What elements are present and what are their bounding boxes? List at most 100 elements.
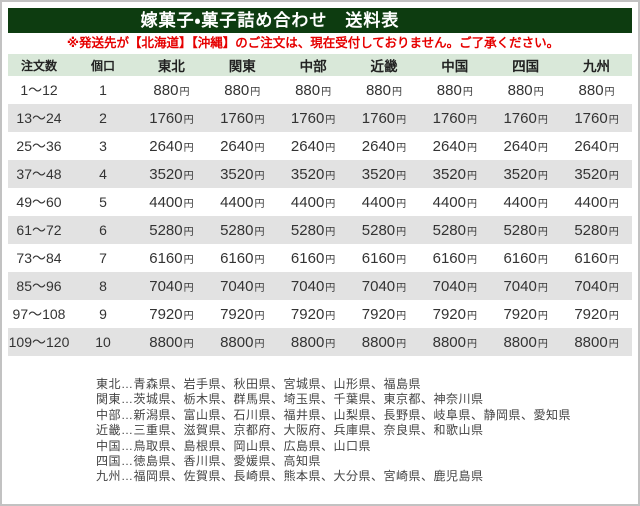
price-value: 3520 (290, 165, 325, 183)
column-header-9: 九州 (561, 54, 632, 76)
price-cell: 1760円 (490, 104, 561, 132)
price-cell: 4400円 (136, 188, 207, 216)
order-quantity-cell: 1〜12 (20, 82, 58, 98)
table-row: 37〜48 4 3520円 3520円 3520円 3520円 3520円 3520円 3520… (8, 160, 632, 188)
price-value: 7040 (503, 277, 537, 295)
price-value: 8800 (574, 333, 608, 351)
price-cell: 4400円 (349, 188, 420, 216)
region-line: 九州…福岡県、佐賀県、長崎県、熊本県、大分県、宮崎県、鹿児島県 (96, 469, 484, 484)
price-unit: 円 (537, 282, 548, 294)
price-unit: 円 (608, 282, 619, 294)
price-cell: 5280円 (278, 216, 349, 244)
price-cell: 5280円 (349, 216, 420, 244)
price-value: 7040 (149, 277, 183, 295)
price-cell: 4400円 (207, 188, 278, 216)
price-unit: 円 (533, 86, 544, 98)
table-row: 97〜108 9 7920円 7920円 7920円 7920円 7920円 7920円 792… (8, 300, 632, 328)
price-cell: 8800円 (490, 328, 561, 356)
price-value: 5280 (574, 221, 608, 239)
price-cell: 7040円 (419, 272, 490, 300)
price-value: 880 (153, 81, 179, 99)
price-unit: 円 (396, 170, 407, 182)
price-unit: 円 (183, 254, 194, 266)
price-unit: 円 (254, 114, 265, 126)
table-header-row: 注文数 個口 東北 関東 中部 近畿 中国 四国 九州 (8, 54, 632, 76)
price-unit: 円 (466, 226, 477, 238)
price-cell: 8800円 (278, 328, 349, 356)
price-unit: 円 (608, 338, 619, 350)
price-unit: 円 (254, 198, 265, 210)
table-row: 49〜60 5 4400円 4400円 4400円 4400円 4400円 4400円 4400… (8, 188, 632, 216)
shipping-fee-table: 注文数 個口 東北 関東 中部 近畿 中国 四国 九州 1〜12 1 880円 880円 880円 880… (8, 54, 632, 356)
price-unit: 円 (254, 282, 265, 294)
price-unit: 円 (466, 142, 477, 154)
order-quantity-cell: 13〜24 (16, 110, 62, 126)
price-cell: 8800円 (561, 328, 632, 356)
price-unit: 円 (608, 114, 619, 126)
price-value: 2640 (290, 137, 325, 155)
price-cell: 8800円 (136, 328, 207, 356)
table-row: 85〜96 8 7040円 7040円 7040円 7040円 7040円 7040円 7040… (8, 272, 632, 300)
order-quantity-cell: 25〜36 (16, 138, 62, 154)
price-unit: 円 (466, 282, 477, 294)
price-value: 4400 (574, 193, 608, 211)
price-unit: 円 (608, 254, 619, 266)
table-header: 注文数 個口 東北 関東 中部 近畿 中国 四国 九州 (8, 54, 632, 76)
parcel-count-cell: 9 (99, 306, 107, 322)
price-value: 2640 (574, 137, 608, 155)
price-value: 1760 (290, 109, 325, 127)
price-value: 5280 (503, 221, 537, 239)
price-unit: 円 (391, 86, 402, 98)
price-value: 8800 (149, 333, 183, 351)
price-value: 880 (507, 81, 533, 99)
price-value: 1760 (220, 109, 254, 127)
price-value: 7040 (361, 277, 396, 295)
price-value: 3520 (432, 165, 466, 183)
price-cell: 3520円 (349, 160, 420, 188)
price-value: 7040 (220, 277, 254, 295)
column-header-8: 四国 (490, 54, 562, 76)
price-value: 8800 (432, 333, 466, 351)
price-cell: 3520円 (207, 160, 278, 188)
price-cell: 880円 (561, 76, 632, 104)
price-cell: 5280円 (207, 216, 278, 244)
price-unit: 円 (325, 338, 336, 350)
parcel-count-cell: 5 (99, 194, 107, 210)
order-quantity-cell: 37〜48 (16, 166, 62, 182)
price-cell: 6160円 (349, 244, 420, 272)
price-unit: 円 (537, 142, 548, 154)
price-cell: 7040円 (136, 272, 207, 300)
price-value: 6160 (220, 249, 254, 267)
price-cell: 7040円 (278, 272, 349, 300)
price-unit: 円 (466, 198, 477, 210)
price-cell: 2640円 (419, 132, 490, 160)
region-legend: 東北…青森県、岩手県、秋田県、宮城県、山形県、福島県 関東…茨城県、栃木県、群馬県… (96, 377, 632, 485)
table-row: 73〜84 7 6160円 6160円 6160円 6160円 6160円 6160円 6160… (8, 244, 632, 272)
price-unit: 円 (321, 86, 332, 98)
price-cell: 1760円 (349, 104, 420, 132)
price-value: 880 (295, 81, 321, 99)
page-title-bar: 嫁菓子・菓子詰め合わせ 送料表 (8, 8, 632, 33)
price-value: 880 (224, 81, 250, 99)
price-unit: 円 (254, 226, 265, 238)
price-cell: 7920円 (419, 300, 490, 328)
price-value: 6160 (432, 249, 466, 267)
price-cell: 7920円 (490, 300, 561, 328)
order-quantity-cell: 109〜120 (8, 334, 70, 350)
price-unit: 円 (466, 310, 477, 322)
price-cell: 880円 (490, 76, 561, 104)
price-unit: 円 (608, 198, 619, 210)
price-unit: 円 (254, 310, 265, 322)
price-cell: 880円 (419, 76, 490, 104)
price-unit: 円 (325, 310, 336, 322)
price-unit: 円 (183, 226, 194, 238)
price-value: 5280 (149, 221, 183, 239)
price-cell: 7920円 (349, 300, 420, 328)
price-value: 2640 (503, 137, 537, 155)
price-unit: 円 (604, 86, 615, 98)
price-value: 4400 (503, 193, 537, 211)
price-cell: 7920円 (207, 300, 278, 328)
region-line: 四国…徳島県、香川県、愛媛県、高知県 (96, 454, 322, 469)
region-line: 東北…青森県、岩手県、秋田県、宮城県、山形県、福島県 (96, 377, 422, 391)
price-value: 7040 (432, 277, 466, 295)
